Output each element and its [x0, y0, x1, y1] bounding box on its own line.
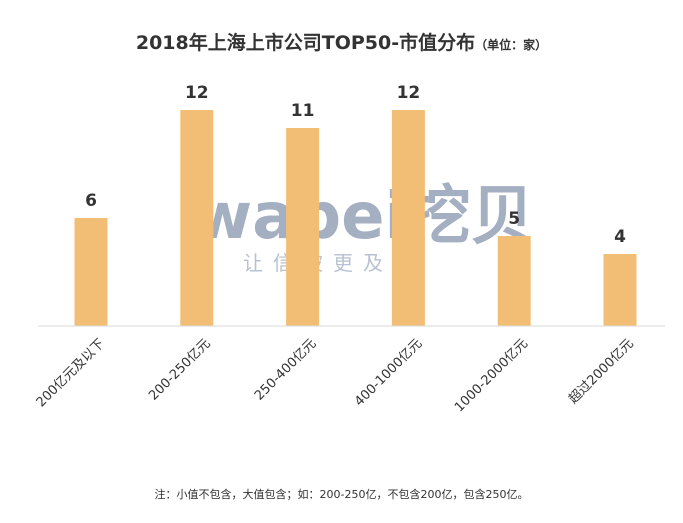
category-labels-group: 200亿元及以下 200-250亿元 250-400亿元 400-1000亿元 1000… [34, 336, 637, 415]
watermark-logo: wabei挖贝 [193, 180, 534, 254]
category-label-3: 400-1000亿元 [352, 336, 425, 409]
bar-chart: wabei挖贝 让信披更及时 6 12 11 12 5 4 200亿元及以下 200-250… [34, 83, 665, 415]
value-label-2: 11 [291, 101, 315, 121]
category-label-5: 超过2000亿元 [566, 336, 637, 407]
bar-0 [74, 218, 108, 326]
value-label-5: 4 [614, 227, 626, 247]
bar-5 [603, 254, 637, 326]
chart-title-unit: （单位：家） [475, 38, 548, 52]
bar-1 [180, 110, 214, 326]
value-label-0: 6 [85, 191, 97, 211]
category-label-4: 1000-2000亿元 [452, 336, 531, 415]
value-label-3: 12 [397, 83, 421, 103]
bar-2 [286, 128, 320, 326]
bar-3 [391, 110, 425, 326]
bars-group [74, 110, 637, 326]
value-label-4: 5 [508, 209, 520, 229]
value-labels-group: 6 12 11 12 5 4 [85, 83, 626, 247]
category-label-1: 200-250亿元 [146, 336, 213, 403]
value-label-1: 12 [185, 83, 209, 103]
watermark: wabei挖贝 让信披更及时 [193, 180, 534, 275]
chart-title: 2018年上海上市公司TOP50-市值分布（单位：家） [0, 28, 683, 55]
chart-title-main: 2018年上海上市公司TOP50-市值分布 [135, 32, 476, 54]
category-label-0: 200亿元及以下 [34, 336, 108, 410]
category-label-2: 250-400亿元 [252, 336, 319, 403]
bar-4 [497, 236, 531, 326]
footnote: 注：小值不包含，大值包含；如：200-250亿，不包含200亿，包含250亿。 [154, 488, 529, 501]
watermark-tagline: 让信披更及时 [243, 251, 423, 275]
